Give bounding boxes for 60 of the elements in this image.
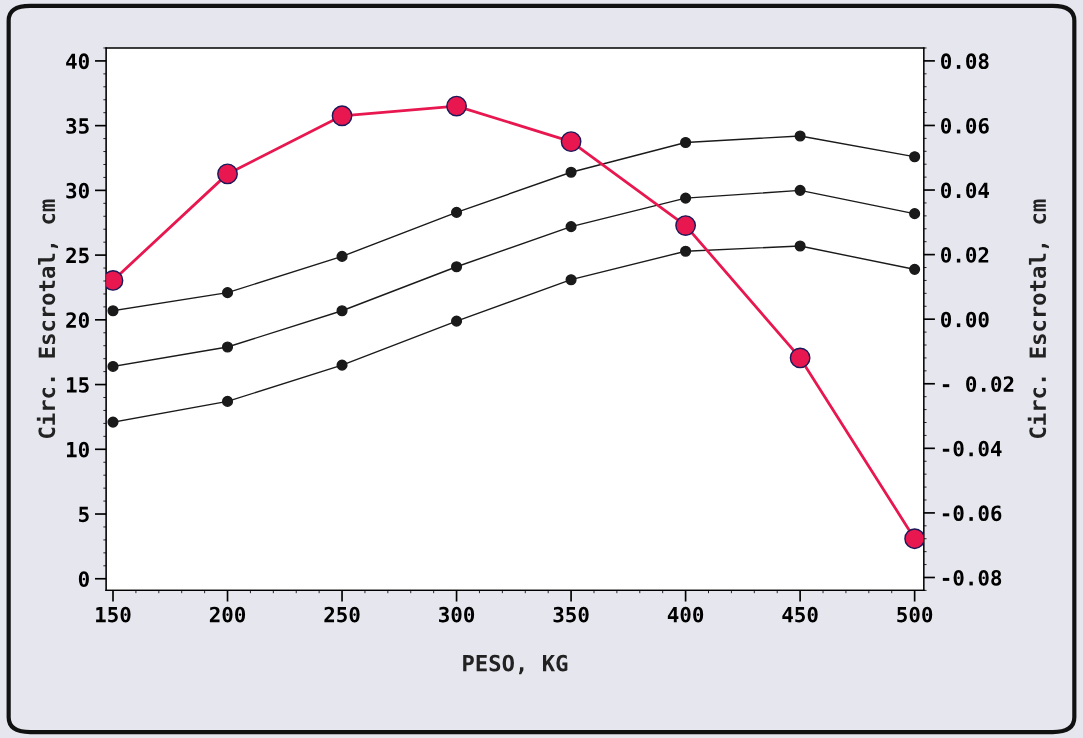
- y-tick-label: 40: [66, 53, 89, 70]
- x-axis-title: PESO, KG: [463, 654, 568, 675]
- point: [451, 206, 463, 218]
- point: [336, 305, 348, 317]
- y-tick-label: 30: [66, 182, 89, 199]
- point: [221, 287, 234, 299]
- point: [451, 315, 463, 327]
- y2-tick-label: -0.06: [942, 505, 1002, 522]
- point: [107, 360, 119, 372]
- x-tick-label: 250: [324, 606, 360, 623]
- point: [565, 274, 577, 286]
- point: [336, 250, 348, 262]
- point: [336, 359, 348, 371]
- point: [794, 240, 806, 252]
- x-tick-label: 400: [667, 606, 704, 623]
- point: [221, 341, 234, 353]
- x-tick-label: 500: [897, 606, 933, 623]
- point: [565, 221, 577, 233]
- point: [675, 215, 697, 236]
- point: [680, 245, 692, 257]
- x-tick-label: 350: [553, 606, 589, 623]
- point: [217, 163, 238, 185]
- point: [680, 192, 692, 204]
- y-tick-label: 5: [79, 506, 89, 523]
- point: [794, 130, 806, 142]
- y-tick-label: 10: [66, 441, 89, 458]
- y2-tick-label: 0.08: [941, 53, 989, 70]
- y-tick-label: 20: [66, 312, 89, 329]
- point: [446, 95, 467, 117]
- point: [107, 305, 119, 317]
- x-tick-label: 450: [782, 606, 818, 623]
- y-tick-label: 35: [66, 118, 89, 134]
- y2-tick-label: -0.04: [942, 440, 1002, 457]
- point: [909, 151, 921, 163]
- point: [560, 131, 582, 153]
- point: [909, 263, 921, 275]
- point: [680, 136, 692, 149]
- point: [451, 261, 463, 273]
- point: [221, 395, 234, 407]
- y2-tick-label: 0.04: [941, 182, 990, 199]
- y-axis-title: Circ. Escrotal, cm: [36, 199, 59, 438]
- y2-tick-label: 0.02: [941, 247, 989, 263]
- y2-tick-label: -0.08: [942, 569, 1002, 586]
- y-tick-label: 15: [66, 377, 89, 393]
- point: [107, 416, 119, 428]
- y-tick-label: 0: [78, 571, 89, 587]
- point: [909, 208, 921, 220]
- x-tick-label: 150: [96, 606, 131, 623]
- point: [331, 105, 353, 127]
- point: [904, 528, 924, 550]
- point: [565, 166, 577, 178]
- point: [789, 347, 811, 369]
- x-tick-label: 200: [209, 606, 246, 623]
- y2-axis-title: Circ. Escrotal, cm: [1027, 199, 1049, 438]
- y2-tick-label: - 0.02: [942, 376, 1014, 392]
- point: [794, 184, 806, 196]
- x-tick-label: 300: [439, 606, 475, 623]
- y-tick-label: 25: [66, 247, 89, 264]
- y2-tick-label: 0.00: [941, 311, 989, 328]
- y2-tick-label: 0.06: [941, 117, 989, 134]
